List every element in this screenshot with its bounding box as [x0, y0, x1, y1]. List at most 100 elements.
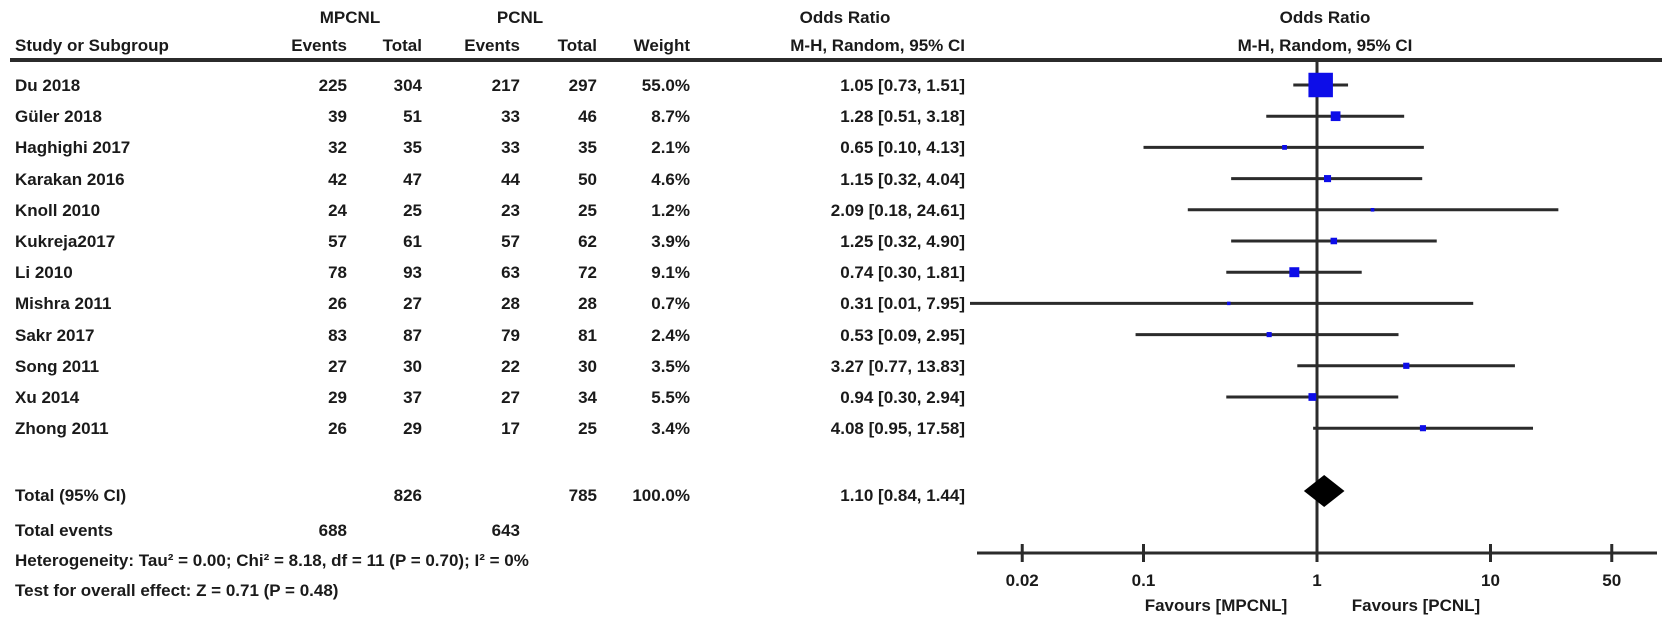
mpcnl-total-cell: 61	[403, 232, 422, 251]
favours-right-label: Favours [PCNL]	[1351, 596, 1481, 615]
weight-cell: 4.6%	[651, 169, 690, 189]
pcnl-total-cell: 62	[578, 232, 597, 251]
or-ci-cell: 0.31 [0.01, 7.95]	[840, 294, 965, 314]
mpcnl-total-cell: 25	[403, 200, 422, 220]
weight-cell: 8.7%	[651, 107, 690, 127]
mpcnl-events-cell: 32	[328, 138, 347, 158]
mpcnl-events-cell: 57	[328, 232, 347, 251]
point-estimate-square	[1330, 237, 1338, 245]
weight-cell: 1.2%	[651, 200, 690, 220]
study-label: Haghighi 2017	[15, 138, 131, 158]
or-ci-cell: 4.08 [0.95, 17.58]	[830, 419, 965, 439]
total-mpcnl: 826	[393, 486, 422, 505]
mpcnl-total-cell: 30	[403, 356, 422, 376]
pcnl-total-cell: 25	[578, 419, 597, 439]
or-ci-cell: 1.15 [0.32, 4.04]	[840, 169, 965, 189]
overall-effect-text: Test for overall effect: Z = 0.71 (P = 0…	[15, 581, 339, 600]
pcnl-events-cell: 23	[501, 200, 520, 220]
weight-cell: 2.1%	[651, 138, 690, 158]
pcnl-events-cell: 33	[501, 138, 520, 158]
pcnl-events-cell: 33	[501, 107, 520, 127]
header-total-mpcnl: Total	[382, 36, 422, 55]
or-ci-cell: 1.25 [0.32, 4.90]	[840, 232, 965, 251]
pooled-estimate-diamond	[1303, 475, 1345, 507]
mpcnl-events-cell: 225	[318, 76, 347, 95]
pcnl-total-cell: 72	[578, 263, 597, 283]
weight-cell: 55.0%	[641, 76, 690, 95]
point-estimate-square	[1403, 362, 1410, 369]
weight-cell: 0.7%	[651, 294, 690, 314]
study-row: Mishra 2011 26 27 28 28 0.7% 0.31 [0.01, 7.95]	[0, 288, 1677, 319]
study-row: Karakan 2016 42 47 44 50 4.6% 1.15 [0.32, 4.04…	[0, 164, 1677, 195]
pcnl-events-cell: 44	[501, 169, 520, 189]
point-estimate-square	[1289, 267, 1300, 278]
mpcnl-total-cell: 29	[403, 419, 422, 439]
weight-cell: 2.4%	[651, 325, 690, 345]
mpcnl-events-cell: 42	[328, 169, 347, 189]
study-label: Li 2010	[15, 263, 73, 283]
total-or-ci: 1.10 [0.84, 1.44]	[840, 486, 965, 505]
total-label: Total (95% CI)	[15, 486, 127, 505]
x-axis-tick-label: 10	[1481, 571, 1500, 590]
pcnl-total-cell: 50	[578, 169, 597, 189]
pcnl-events-cell: 17	[501, 419, 520, 439]
weight-cell: 3.9%	[651, 232, 690, 251]
header-total-pcnl: Total	[557, 36, 597, 55]
or-ci-cell: 1.28 [0.51, 3.18]	[840, 107, 965, 127]
header-underline	[10, 58, 1662, 62]
pcnl-events-cell: 57	[501, 232, 520, 251]
header-group-mpcnl: MPCNL	[319, 8, 381, 27]
study-row: Zhong 2011 26 29 17 25 3.4% 4.08 [0.95, 17.58]	[0, 413, 1677, 444]
weight-cell: 5.5%	[651, 388, 690, 407]
mpcnl-events-cell: 83	[328, 325, 347, 345]
total-events-row: Total events 688 643	[0, 515, 1677, 546]
study-row: Knoll 2010 24 25 23 25 1.2% 2.09 [0.18, 24.61]	[0, 195, 1677, 226]
pcnl-events-cell: 27	[501, 388, 520, 407]
total-row: Total (95% CI) 826 785 100.0% 1.10 [0.84…	[0, 480, 1677, 511]
pcnl-events-cell: 79	[501, 325, 520, 345]
weight-cell: 9.1%	[651, 263, 690, 283]
mpcnl-events-cell: 27	[328, 356, 347, 376]
study-label: Karakan 2016	[15, 169, 125, 189]
study-label: Xu 2014	[15, 388, 80, 407]
total-events-pcnl: 643	[491, 521, 520, 540]
study-row: Li 2010 78 93 63 72 9.1% 0.74 [0.30, 1.81]	[0, 257, 1677, 288]
pcnl-events-cell: 217	[491, 76, 520, 95]
study-row: Kukreja2017 57 61 57 62 3.9% 1.25 [0.32, 4.90]	[0, 226, 1677, 257]
point-estimate-square	[1323, 175, 1332, 183]
point-estimate-square	[1330, 111, 1341, 122]
header-events-pcnl: Events	[464, 36, 520, 55]
heterogeneity-text: Heterogeneity: Tau² = 0.00; Chi² = 8.18,…	[15, 551, 529, 570]
pcnl-total-cell: 28	[578, 294, 597, 314]
total-pcnl: 785	[568, 486, 597, 505]
or-ci-cell: 0.74 [0.30, 1.81]	[840, 263, 965, 283]
total-events-label: Total events	[15, 521, 113, 540]
pcnl-total-cell: 34	[578, 388, 597, 407]
mpcnl-events-cell: 24	[328, 200, 347, 220]
study-label: Mishra 2011	[15, 294, 112, 314]
weight-cell: 3.4%	[651, 419, 690, 439]
mpcnl-total-cell: 51	[403, 107, 422, 127]
or-ci-cell: 1.05 [0.73, 1.51]	[840, 76, 965, 95]
weight-cell: 3.5%	[651, 356, 690, 376]
pcnl-total-cell: 81	[578, 325, 597, 345]
pcnl-total-cell: 35	[578, 138, 597, 158]
study-label: Song 2011	[15, 356, 100, 376]
pcnl-events-cell: 22	[501, 356, 520, 376]
header-odds-ratio-left: Odds Ratio	[799, 8, 891, 27]
study-row: Güler 2018 39 51 33 46 8.7% 1.28 [0.51, 3.18]	[0, 101, 1677, 132]
study-label: Sakr 2017	[15, 325, 95, 345]
mpcnl-events-cell: 29	[328, 388, 347, 407]
point-estimate-square	[1308, 72, 1333, 98]
mpcnl-events-cell: 78	[328, 263, 347, 283]
x-axis-tick-label: 1	[1312, 571, 1321, 590]
point-estimate-square	[1308, 393, 1317, 401]
header-events-mpcnl: Events	[291, 36, 347, 55]
study-row: Sakr 2017 83 87 79 81 2.4% 0.53 [0.09, 2.95]	[0, 320, 1677, 351]
mpcnl-total-cell: 37	[403, 388, 422, 407]
study-row: Du 2018 225 304 217 297 55.0% 1.05 [0.73, 1.51…	[0, 70, 1677, 101]
study-row: Song 2011 27 30 22 30 3.5% 3.27 [0.77, 13.83]	[0, 351, 1677, 382]
pcnl-total-cell: 25	[578, 200, 597, 220]
pcnl-total-cell: 46	[578, 107, 597, 127]
